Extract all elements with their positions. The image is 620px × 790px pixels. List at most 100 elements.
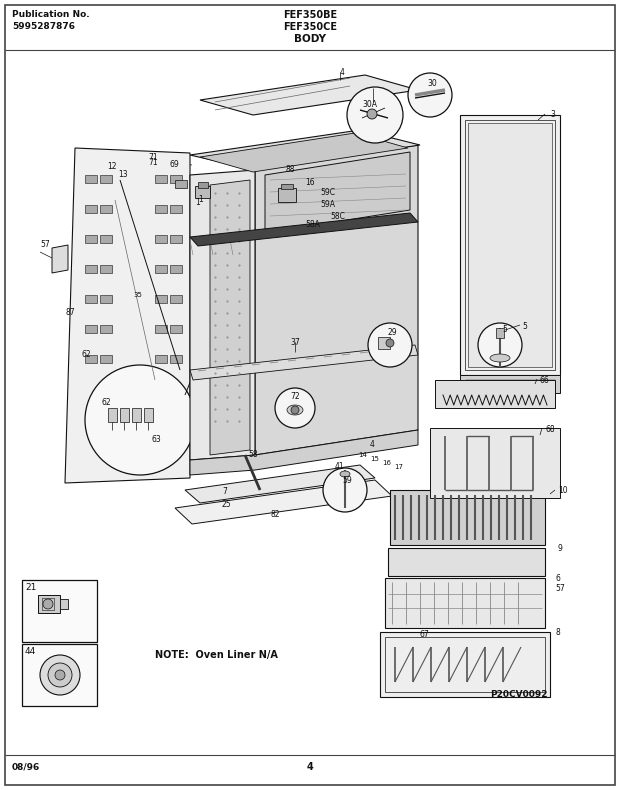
- Circle shape: [275, 388, 315, 428]
- Circle shape: [323, 468, 367, 512]
- Polygon shape: [52, 245, 68, 273]
- Text: 87: 87: [65, 308, 74, 317]
- Bar: [155, 265, 167, 273]
- Bar: [22, 580, 97, 642]
- Text: 82: 82: [270, 510, 280, 519]
- Bar: [170, 325, 182, 333]
- Text: 58A: 58A: [305, 220, 320, 229]
- Polygon shape: [190, 213, 418, 246]
- Text: 69: 69: [170, 160, 180, 169]
- Text: 15: 15: [370, 456, 379, 462]
- Text: 59C: 59C: [320, 188, 335, 197]
- Bar: [155, 175, 167, 183]
- Text: BODY: BODY: [294, 34, 326, 44]
- Bar: [85, 325, 97, 333]
- Bar: [108, 408, 117, 422]
- Circle shape: [48, 663, 72, 687]
- Text: NOTE:  Oven Liner N/A: NOTE: Oven Liner N/A: [155, 650, 278, 660]
- Text: 6: 6: [555, 574, 560, 583]
- Bar: [155, 235, 167, 243]
- Text: 4: 4: [340, 68, 345, 77]
- Text: FEF350CE: FEF350CE: [283, 22, 337, 32]
- Text: 13: 13: [118, 170, 128, 179]
- Text: 67: 67: [420, 630, 430, 639]
- Text: 30A: 30A: [363, 100, 378, 109]
- Polygon shape: [210, 180, 250, 455]
- Bar: [435, 380, 555, 408]
- Text: 41: 41: [335, 462, 345, 471]
- Bar: [38, 595, 60, 613]
- Text: Publication No.: Publication No.: [12, 10, 90, 19]
- Text: 59A: 59A: [320, 200, 335, 209]
- Text: 63: 63: [152, 435, 162, 444]
- Text: 16: 16: [305, 178, 314, 187]
- Text: 88: 88: [285, 165, 294, 174]
- Text: 4: 4: [370, 440, 375, 449]
- Circle shape: [40, 655, 80, 695]
- Text: 68: 68: [545, 425, 555, 434]
- Circle shape: [291, 406, 299, 414]
- Circle shape: [367, 109, 377, 119]
- Circle shape: [478, 323, 522, 367]
- Polygon shape: [265, 152, 410, 233]
- Text: 57: 57: [555, 584, 565, 593]
- Bar: [496, 328, 504, 338]
- Text: 35: 35: [133, 292, 142, 298]
- Ellipse shape: [287, 405, 303, 415]
- Text: 5995287876: 5995287876: [12, 22, 75, 31]
- Bar: [100, 295, 112, 303]
- Bar: [170, 205, 182, 213]
- Text: 1: 1: [195, 198, 200, 207]
- Bar: [22, 644, 97, 706]
- Polygon shape: [255, 145, 418, 455]
- Text: P20CV0092: P20CV0092: [490, 690, 547, 699]
- Circle shape: [347, 87, 403, 143]
- Bar: [100, 235, 112, 243]
- Text: 14: 14: [358, 452, 367, 458]
- Bar: [170, 235, 182, 243]
- Polygon shape: [200, 75, 418, 115]
- Bar: [460, 115, 560, 375]
- Text: 8: 8: [555, 628, 560, 637]
- Text: 58: 58: [248, 450, 258, 459]
- Circle shape: [368, 323, 412, 367]
- Text: 71: 71: [148, 158, 157, 167]
- Polygon shape: [200, 133, 408, 172]
- Text: 08/96: 08/96: [12, 762, 40, 771]
- Bar: [195, 186, 210, 198]
- Bar: [170, 265, 182, 273]
- Text: 5: 5: [522, 322, 527, 331]
- Bar: [465, 120, 555, 370]
- Circle shape: [386, 339, 394, 347]
- Text: 16: 16: [382, 460, 391, 466]
- Text: 4: 4: [307, 762, 313, 772]
- Bar: [155, 325, 167, 333]
- Bar: [378, 337, 390, 349]
- Text: 25: 25: [222, 500, 232, 509]
- Polygon shape: [65, 148, 190, 483]
- Text: 7: 7: [222, 487, 227, 496]
- Polygon shape: [190, 130, 420, 170]
- Bar: [120, 408, 129, 422]
- Bar: [100, 205, 112, 213]
- Bar: [385, 578, 545, 628]
- Text: 17: 17: [394, 464, 403, 470]
- Bar: [170, 355, 182, 363]
- Bar: [144, 408, 153, 422]
- Bar: [155, 355, 167, 363]
- Bar: [85, 295, 97, 303]
- Bar: [170, 295, 182, 303]
- Polygon shape: [190, 170, 255, 460]
- Circle shape: [408, 73, 452, 117]
- Ellipse shape: [490, 354, 510, 362]
- Text: 12: 12: [107, 162, 117, 171]
- Text: 5: 5: [502, 325, 507, 334]
- Polygon shape: [190, 345, 418, 380]
- Text: 44: 44: [25, 647, 36, 656]
- Bar: [85, 355, 97, 363]
- Text: 30: 30: [427, 79, 437, 88]
- Bar: [388, 548, 545, 576]
- Bar: [100, 265, 112, 273]
- Bar: [100, 175, 112, 183]
- Bar: [430, 428, 560, 498]
